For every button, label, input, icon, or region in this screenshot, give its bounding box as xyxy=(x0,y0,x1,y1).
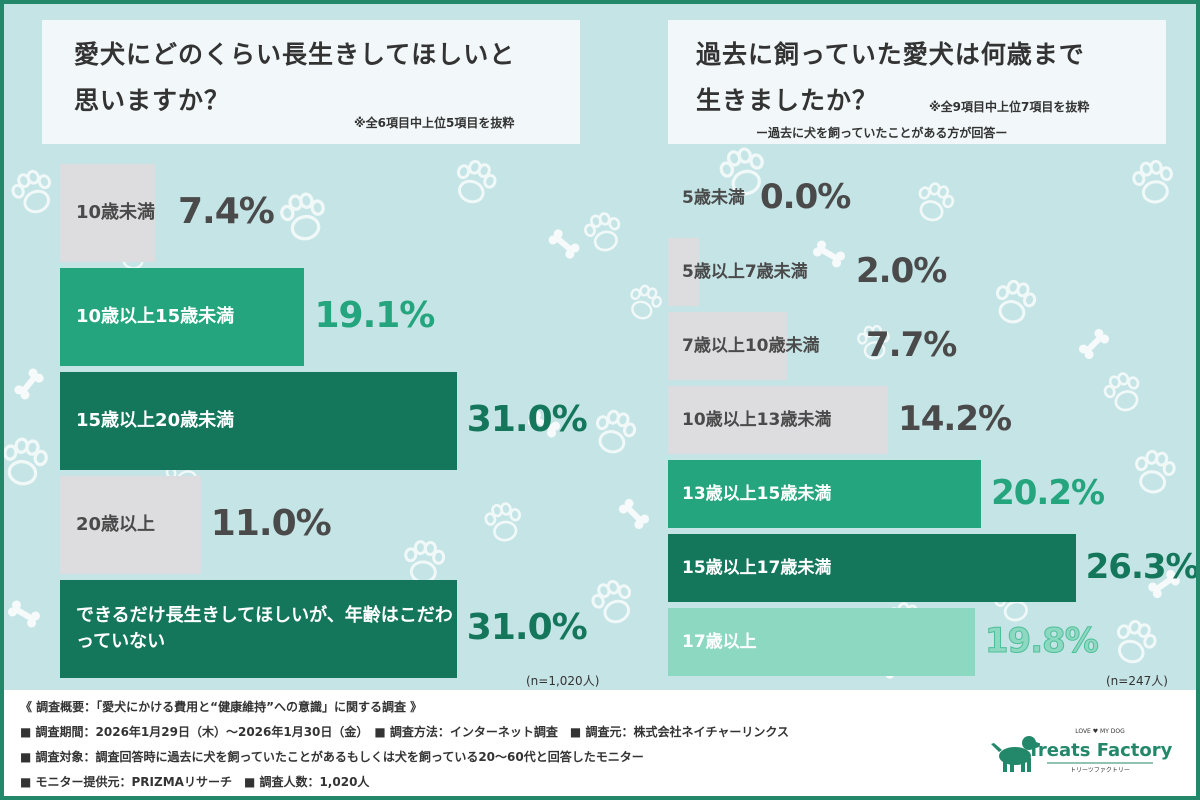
bar-category-label: 15歳以上17歳未満 xyxy=(682,557,832,578)
bar xyxy=(668,386,889,454)
right-sample-size: (n=247人) xyxy=(1106,674,1168,688)
footer-target: ■ 調査対象：調査回答時に過去に犬を飼っていたことがあるもしくは犬を飼っている2… xyxy=(20,750,644,764)
paw-print-icon xyxy=(630,284,663,320)
bone-icon xyxy=(527,410,561,438)
paw-print-icon xyxy=(484,502,522,542)
paw-print-icon xyxy=(1132,159,1173,204)
bar xyxy=(60,268,305,366)
bar-value-label: 11.0% xyxy=(210,502,332,544)
bar xyxy=(60,164,155,262)
bar xyxy=(60,372,457,470)
bar-category-label: 10歳以上15歳未満 xyxy=(76,305,235,327)
paw-print-icon xyxy=(595,409,637,454)
footer-provider: ■ モニター提供元：PRIZMAリサーチ ■ 調査人数：1,020人 xyxy=(20,775,370,789)
bar-value-label: 7.4% xyxy=(178,190,275,232)
bar-value-label: 2.0% xyxy=(856,250,947,291)
paw-print-icon xyxy=(857,324,890,360)
left-note: ※全6項目中上位5項目を抜粋 xyxy=(354,116,515,130)
paw-print-icon xyxy=(404,540,446,584)
paw-print-icon xyxy=(584,212,621,252)
logo-tagline: LOVE ♥ MY DOG xyxy=(1075,728,1125,735)
bar-category-label: 10歳以上13歳未満 xyxy=(682,409,832,430)
paw-print-icon xyxy=(591,579,632,624)
bar xyxy=(668,460,982,528)
bone-icon xyxy=(548,229,580,259)
survey-summary-footer: 《 調査概要：「愛犬にかける費用と“健康維持”への意識」に関する調査 》 ■ 調… xyxy=(4,690,1196,796)
bar-value-label: 14.2% xyxy=(898,398,1012,439)
bar-category-label: 20歳以上 xyxy=(76,513,156,535)
paw-print-icon xyxy=(280,192,325,241)
bar-value-label: 19.1% xyxy=(314,294,435,336)
left-title-line1: 愛犬にどのくらい長生きしてほしいと xyxy=(74,40,516,69)
bar-category-label: 17歳以上 xyxy=(682,631,757,652)
bone-icon xyxy=(618,498,650,530)
bar-category-label: 15歳以上20歳未満 xyxy=(76,409,235,431)
left-title-box xyxy=(42,20,580,144)
bar-category-label: 7歳以上10歳未満 xyxy=(682,335,820,356)
bar-value-label: 31.0% xyxy=(466,606,588,648)
bar xyxy=(668,238,699,306)
bone-icon xyxy=(1148,569,1180,599)
bone-icon xyxy=(812,240,846,268)
bar xyxy=(668,312,788,380)
right-title-box xyxy=(668,20,1166,144)
bar xyxy=(60,476,201,574)
paw-print-icon xyxy=(1116,619,1157,664)
left-sample-size: (n=1,020人) xyxy=(526,674,600,688)
bar-value-label: 0.0% xyxy=(760,176,851,217)
bar-value-label: 20.2% xyxy=(991,472,1105,513)
bar-value-label: 26.3% xyxy=(1085,546,1199,587)
bar-value-label: 19.8% xyxy=(984,620,1099,661)
bone-icon xyxy=(14,368,44,400)
footer-period-method: ■ 調査期間：2026年1月29日（木）～2026年1月30日（金） ■ 調査方… xyxy=(20,725,789,739)
right-title-line1: 過去に飼っていた愛犬は何歳まで xyxy=(696,40,1085,69)
bar-category-label: 5歳未満 xyxy=(682,187,745,208)
treats-factory-logo: LOVE ♥ MY DOG Treats Factory トリーツファクトリー xyxy=(991,728,1173,774)
bar-value-label: 31.0% xyxy=(466,398,588,440)
paw-print-icon xyxy=(719,147,764,196)
left-title-line2: 思いますか？ xyxy=(74,86,231,115)
bar-category-label: 13歳以上15歳未満 xyxy=(682,483,832,504)
bone-icon xyxy=(7,600,41,628)
paw-print-icon xyxy=(456,159,497,204)
bar-value-label: 7.7% xyxy=(866,324,957,365)
bone-icon xyxy=(1078,328,1110,360)
logo-name: Treats Factory xyxy=(1028,740,1173,761)
paw-print-icon xyxy=(995,279,1037,324)
paw-print-icon xyxy=(11,169,52,214)
bar xyxy=(668,534,1076,602)
bar-category-label: 5歳以上7歳未満 xyxy=(682,261,808,282)
footer-heading: 《 調査概要：「愛犬にかける費用と“健康維持”への意識」に関する調査 》 xyxy=(20,700,423,714)
right-subnote: ー過去に犬を飼っていたことがある方が回答ー xyxy=(756,126,1008,140)
bar xyxy=(60,580,457,678)
paw-print-icon xyxy=(918,182,955,222)
right-note: ※全9項目中上位7項目を抜粋 xyxy=(929,100,1090,114)
bar-category-label: できるだけ長生きしてほしいが、年齢はこだわっていない xyxy=(76,604,453,652)
logo-kana: トリーツファクトリー xyxy=(1070,767,1130,774)
right-title-line2: 生きましたか？ xyxy=(696,86,879,115)
paw-print-icon xyxy=(1103,372,1140,412)
bar xyxy=(668,608,975,676)
bar-category-label: 10歳未満 xyxy=(76,201,156,223)
paw-print-icon xyxy=(1135,449,1176,494)
dog-silhouette-icon xyxy=(991,736,1040,772)
paw-print-icon xyxy=(4,437,48,486)
